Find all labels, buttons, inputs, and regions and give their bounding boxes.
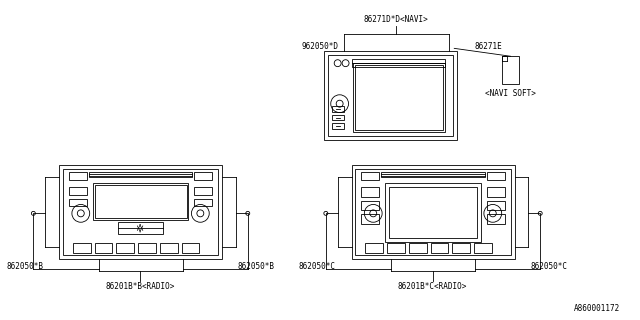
Bar (324, 51, 457, 140)
Bar (353, 63, 445, 132)
Text: 962050*D: 962050*D (301, 42, 339, 51)
Bar (487, 187, 505, 196)
Bar (328, 55, 453, 136)
Bar (116, 243, 134, 253)
Bar (474, 243, 492, 253)
Bar (118, 222, 163, 234)
Bar (362, 214, 379, 224)
Bar (362, 201, 379, 210)
Bar (502, 56, 520, 84)
Bar (487, 214, 505, 224)
Bar (138, 243, 156, 253)
Bar (95, 243, 113, 253)
Text: 862050*B: 862050*B (6, 262, 44, 271)
Bar (487, 201, 505, 210)
Bar (195, 172, 212, 180)
Bar (487, 172, 505, 180)
Bar (431, 243, 449, 253)
Bar (362, 172, 379, 180)
Bar (355, 65, 444, 130)
Bar (73, 243, 91, 253)
Text: <NAVI SOFT>: <NAVI SOFT> (485, 89, 536, 98)
Bar (385, 183, 481, 242)
Bar (93, 183, 189, 220)
Text: 862050*C: 862050*C (299, 262, 336, 271)
Bar (89, 172, 193, 177)
Bar (362, 187, 379, 196)
Text: 86201B*B<RADIO>: 86201B*B<RADIO> (106, 282, 175, 291)
Bar (69, 172, 87, 180)
Bar (63, 169, 218, 255)
Bar (195, 187, 212, 195)
Bar (195, 198, 212, 206)
Bar (332, 115, 344, 121)
Bar (69, 187, 87, 195)
Bar (160, 243, 178, 253)
Text: 862050*B: 862050*B (238, 262, 275, 271)
Bar (389, 187, 477, 238)
Bar (182, 243, 199, 253)
Bar (351, 165, 515, 259)
Bar (332, 124, 344, 129)
Bar (351, 59, 445, 67)
Bar (387, 243, 405, 253)
Bar (365, 243, 383, 253)
Bar (59, 165, 222, 259)
Bar (69, 198, 87, 206)
Text: 862050*C: 862050*C (531, 262, 567, 271)
Bar (452, 243, 470, 253)
Bar (409, 243, 427, 253)
Bar (332, 106, 344, 112)
Text: 86271D*D<NAVI>: 86271D*D<NAVI> (364, 15, 428, 24)
Bar (95, 185, 186, 218)
Bar (381, 172, 485, 177)
Bar (355, 169, 511, 255)
Text: A860001172: A860001172 (574, 304, 620, 313)
Text: 86271E: 86271E (475, 42, 502, 51)
Text: 86201B*C<RADIO>: 86201B*C<RADIO> (398, 282, 467, 291)
